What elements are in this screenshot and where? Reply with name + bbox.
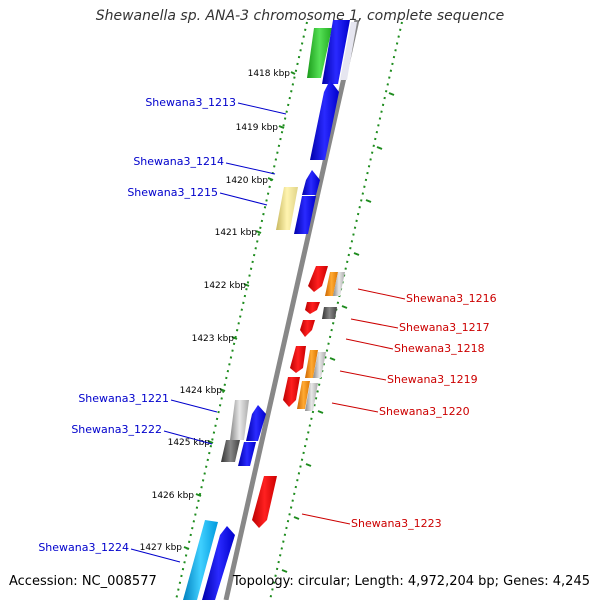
leader-line	[331, 402, 379, 413]
tick-mark	[317, 410, 324, 414]
right-tick-marks	[281, 92, 395, 573]
tick-mark	[195, 493, 202, 497]
gene-labels-left: Shewana3_1213 Shewana3_1214 Shewana3_121…	[38, 96, 236, 554]
tick-mark	[293, 516, 300, 520]
tick-mark	[305, 463, 312, 467]
leader-line	[350, 318, 399, 329]
gene-features-right	[252, 266, 345, 528]
gene-label[interactable]: Shewana3_1217	[399, 321, 490, 334]
leader-line	[225, 162, 276, 175]
kbp-label: 1427 kbp	[140, 543, 183, 553]
gene-feature-orange[interactable]	[297, 381, 310, 409]
tick-mark	[207, 440, 214, 444]
gene-feature-gray[interactable]	[305, 383, 318, 411]
gene-feature-blue[interactable]	[202, 526, 235, 600]
tick-mark	[243, 283, 250, 287]
leader-line	[170, 399, 218, 413]
gene-feature-green[interactable]	[307, 28, 332, 78]
gene-label[interactable]: Shewana3_1224	[38, 541, 129, 554]
tick-mark	[231, 336, 238, 340]
gene-features-left	[183, 20, 357, 600]
guide-line-right	[269, 21, 403, 601]
leader-line	[237, 102, 287, 115]
gene-feature-red[interactable]	[305, 302, 320, 314]
tick-mark	[329, 357, 336, 361]
guide-line-left	[175, 21, 308, 601]
gene-feature-blue[interactable]	[302, 170, 320, 195]
tick-mark	[255, 230, 262, 234]
gene-label[interactable]: Shewana3_1220	[379, 405, 470, 418]
leader-line	[301, 513, 351, 525]
gene-feature-red[interactable]	[308, 266, 328, 292]
tick-mark	[341, 305, 348, 309]
tick-mark	[376, 146, 383, 150]
gene-label[interactable]: Shewana3_1218	[394, 342, 485, 355]
tick-mark	[290, 71, 296, 75]
tick-mark	[388, 92, 395, 96]
kbp-labels: 1418 kbp 1419 kbp 1420 kbp 1421 kbp 1422…	[140, 69, 291, 553]
kbp-label: 1426 kbp	[152, 491, 195, 501]
tick-mark	[278, 125, 285, 129]
gene-feature-darkgray[interactable]	[221, 440, 240, 462]
gene-feature-darkgray[interactable]	[322, 307, 337, 319]
gene-feature-orange[interactable]	[325, 272, 338, 296]
gene-feature-yellow[interactable]	[276, 187, 298, 230]
map-title: Shewanella sp. ANA-3 chromosome 1, compl…	[95, 8, 505, 24]
accession-label: Accession: NC_008577	[9, 574, 157, 589]
tick-mark	[281, 569, 288, 573]
kbp-tick-marks	[183, 71, 296, 550]
gene-feature-blue[interactable]	[310, 80, 339, 160]
gene-feature-cyan[interactable]	[183, 520, 218, 600]
tick-mark	[183, 546, 190, 550]
gene-label[interactable]: Shewana3_1216	[406, 292, 497, 305]
gene-feature-gray[interactable]	[230, 400, 249, 440]
gene-feature-gray[interactable]	[313, 352, 326, 378]
gene-label[interactable]: Shewana3_1213	[145, 96, 236, 109]
gene-label[interactable]: Shewana3_1222	[71, 423, 162, 436]
leader-lines-left	[130, 102, 287, 563]
kbp-label: 1422 kbp	[204, 281, 247, 291]
tick-mark	[267, 177, 274, 181]
gene-feature-blue[interactable]	[294, 196, 316, 234]
leader-line	[130, 548, 181, 563]
gene-label[interactable]: Shewana3_1219	[387, 373, 478, 386]
gene-feature-gray[interactable]	[333, 272, 345, 296]
gene-feature-blue[interactable]	[246, 405, 266, 441]
kbp-label: 1418 kbp	[248, 69, 291, 79]
kbp-label: 1421 kbp	[215, 228, 258, 238]
gene-feature-white	[340, 22, 357, 80]
gene-feature-blue[interactable]	[238, 442, 256, 466]
tick-mark	[353, 252, 360, 256]
genome-summary: Topology: circular; Length: 4,972,204 bp…	[232, 574, 590, 589]
kbp-label: 1419 kbp	[236, 123, 279, 133]
kbp-label: 1425 kbp	[168, 438, 211, 448]
gene-label[interactable]: Shewana3_1214	[133, 155, 224, 168]
kbp-label: 1420 kbp	[226, 176, 269, 186]
kbp-label: 1423 kbp	[192, 334, 235, 344]
tick-mark	[365, 199, 372, 203]
gene-labels-right: Shewana3_1216 Shewana3_1217 Shewana3_121…	[351, 292, 497, 530]
leader-line	[219, 192, 268, 206]
gene-feature-orange[interactable]	[305, 350, 318, 378]
gene-label[interactable]: Shewana3_1223	[351, 517, 442, 530]
gene-label[interactable]: Shewana3_1215	[127, 186, 218, 199]
leader-line	[163, 430, 213, 445]
kbp-label: 1424 kbp	[180, 386, 223, 396]
gene-label[interactable]: Shewana3_1221	[78, 392, 169, 405]
leader-line	[339, 370, 387, 381]
gene-feature-red[interactable]	[283, 377, 300, 407]
leader-lines-right	[301, 288, 406, 525]
gene-feature-blue[interactable]	[322, 20, 350, 84]
chromosome-backbone	[223, 19, 360, 601]
leader-line	[345, 338, 394, 350]
gene-feature-red[interactable]	[252, 476, 277, 528]
leader-line	[357, 288, 406, 300]
gene-feature-red[interactable]	[300, 320, 315, 337]
tick-mark	[219, 388, 226, 392]
gene-feature-red[interactable]	[290, 346, 306, 373]
